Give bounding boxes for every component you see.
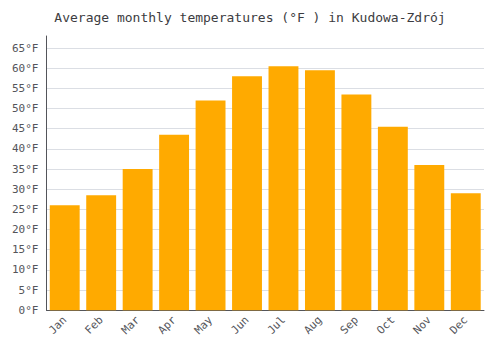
svg-text:Nov: Nov: [411, 313, 434, 336]
svg-text:Jan: Jan: [46, 314, 69, 337]
svg-text:55°F: 55°F: [12, 82, 39, 95]
svg-text:Feb: Feb: [83, 314, 106, 337]
svg-text:45°F: 45°F: [12, 122, 39, 135]
svg-text:Mar: Mar: [119, 313, 142, 336]
svg-text:15°F: 15°F: [12, 243, 39, 256]
svg-text:25°F: 25°F: [12, 203, 39, 216]
svg-text:65°F: 65°F: [12, 42, 39, 55]
svg-text:5°F: 5°F: [19, 284, 39, 297]
svg-text:Oct: Oct: [374, 314, 397, 337]
svg-text:50°F: 50°F: [12, 102, 39, 115]
svg-text:35°F: 35°F: [12, 163, 39, 176]
svg-text:10°F: 10°F: [12, 263, 39, 276]
svg-text:May: May: [192, 313, 215, 336]
svg-text:Apr: Apr: [155, 313, 178, 336]
svg-text:Jul: Jul: [265, 314, 288, 337]
svg-text:0°F: 0°F: [19, 304, 39, 317]
svg-text:Jun: Jun: [228, 314, 251, 337]
svg-text:Dec: Dec: [447, 314, 470, 337]
svg-text:40°F: 40°F: [12, 142, 39, 155]
svg-text:30°F: 30°F: [12, 183, 39, 196]
svg-text:20°F: 20°F: [12, 223, 39, 236]
svg-text:Aug: Aug: [301, 314, 324, 337]
svg-text:60°F: 60°F: [12, 62, 39, 75]
svg-text:Sep: Sep: [338, 314, 361, 337]
svg-text:Average monthly temperatures (: Average monthly temperatures (°F ) in Ku…: [54, 10, 445, 25]
